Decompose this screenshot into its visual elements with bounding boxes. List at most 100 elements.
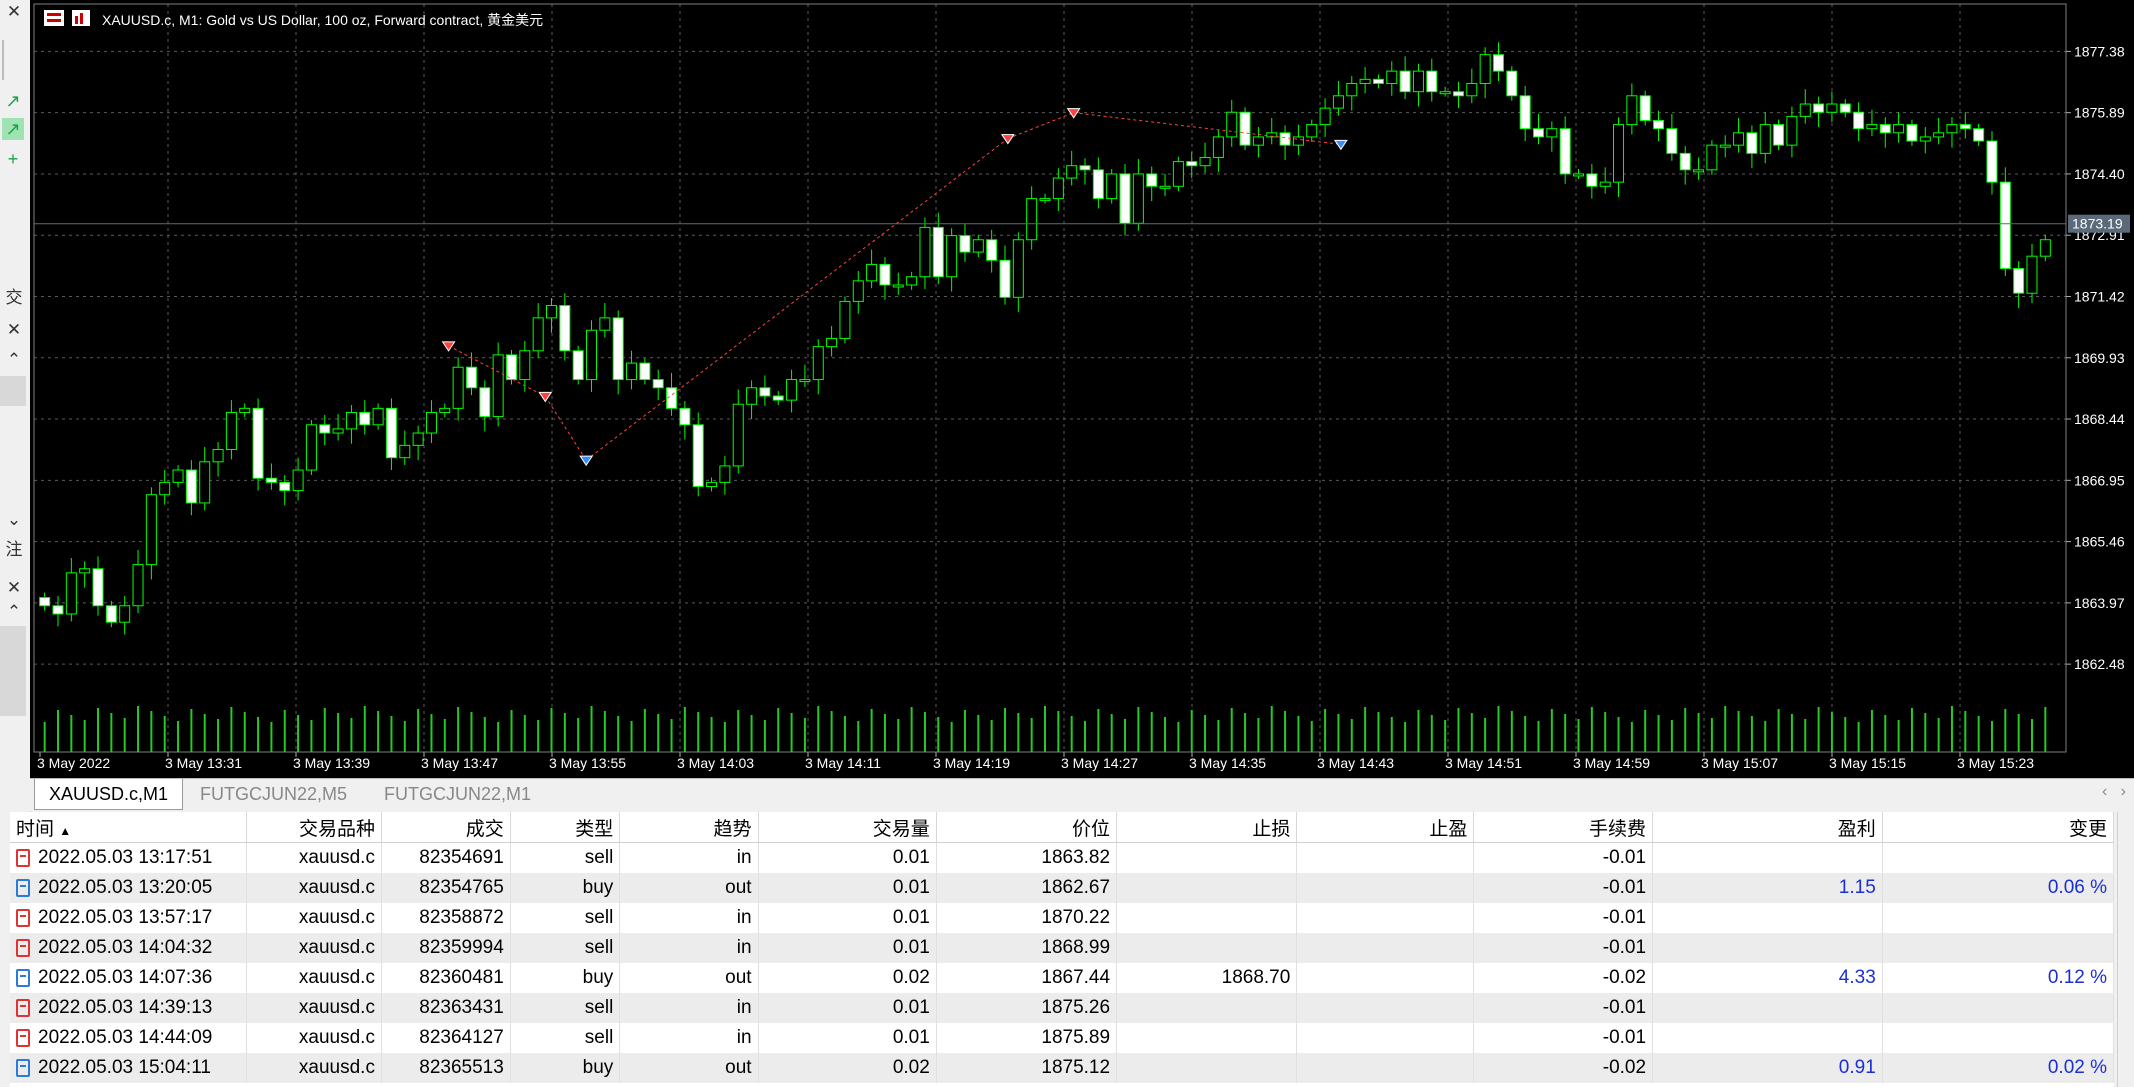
candle	[572, 350, 584, 381]
candle	[546, 305, 558, 319]
candle	[1853, 111, 1865, 130]
chevron-up-icon[interactable]: ⌃	[6, 350, 22, 369]
column-header-stop-loss[interactable]: 止损	[1116, 812, 1298, 843]
cell-stop-loss	[1116, 993, 1298, 1023]
cell-type: sell	[510, 933, 621, 963]
candle	[399, 444, 411, 459]
candle	[972, 239, 984, 253]
sell-deal-icon	[16, 1028, 30, 1047]
cell-direction: in	[619, 993, 759, 1023]
sell-deal-icon	[16, 938, 30, 957]
tab-scroll-arrows[interactable]: ‹ ›	[2102, 783, 2126, 800]
cell-time: 2022.05.03 14:04:32	[10, 933, 248, 963]
table-row[interactable]: 2022.05.03 14:07:36 xauusd.c 82360481 buy ou…	[10, 963, 2115, 993]
sell-deal-icon	[16, 848, 30, 867]
candle	[1466, 82, 1478, 97]
x-tick-label: 3 May 14:27	[1061, 755, 1138, 771]
candle	[305, 424, 317, 471]
candle	[1639, 95, 1651, 121]
resize-handle[interactable]	[2, 40, 28, 80]
side-tab-label-trade[interactable]: 交	[5, 288, 23, 307]
candle	[612, 317, 624, 381]
trade-link-line	[585, 138, 1009, 461]
candle	[706, 481, 718, 487]
column-header-direction[interactable]: 趋势	[619, 812, 759, 843]
candle	[1519, 95, 1531, 130]
cell-symbol: xauusd.c	[246, 903, 382, 933]
price-chart[interactable]: 1877.38 1875.89 1874.40 1872.91 1871.42 1869.…	[30, 0, 2134, 778]
candle	[2039, 239, 2051, 257]
buy-arrow-icon-selected[interactable]: ↗	[2, 118, 24, 140]
candle	[505, 354, 517, 381]
candle	[1532, 128, 1544, 138]
cell-profit	[1652, 993, 1883, 1023]
scroll-thumb[interactable]	[0, 626, 26, 716]
column-header-symbol[interactable]: 交易品种	[246, 812, 382, 843]
table-row[interactable]: 2022.05.03 13:57:17 xauusd.c 82358872 sell i…	[10, 903, 2115, 933]
table-row[interactable]: 2022.05.03 14:04:32 xauusd.c 82359994 sell i…	[10, 933, 2115, 963]
tab-futgcjun22-m1[interactable]: FUTGCJUN22,M1	[384, 784, 532, 804]
candle	[1066, 165, 1078, 179]
candle	[1586, 173, 1598, 187]
column-header-price[interactable]: 价位	[936, 812, 1118, 843]
cell-change: 0.06 %	[1882, 873, 2115, 903]
buy-arrow-icon[interactable]: ↗	[5, 91, 21, 111]
column-header-time[interactable]: 时间 ▲	[10, 812, 248, 843]
cell-type: buy	[510, 963, 621, 993]
candle	[199, 461, 211, 504]
volume-bars	[43, 706, 2047, 752]
column-header-profit[interactable]: 盈利	[1652, 812, 1883, 843]
table-header-row: 时间 ▲ 交易品种 成交 类型 趋势 交易量 价位 止损 止盈 手续费 盈利 变…	[10, 812, 2115, 843]
time-axis: 3 May 2022 3 May 13:31 3 May 13:39 3 May 13…	[37, 752, 2034, 771]
trading-icon-bar	[75, 16, 78, 24]
candle	[372, 407, 384, 426]
chevron-up-icon[interactable]: ⌃	[6, 602, 22, 621]
scroll-thumb[interactable]	[0, 376, 26, 406]
y-tick-label: 1865.46	[2074, 534, 2125, 550]
side-tab-label-notes[interactable]: 注	[5, 540, 23, 559]
y-tick-label: 1866.95	[2074, 472, 2125, 488]
tab-xauusd-m1[interactable]: XAUUSD.c,M1	[34, 779, 184, 810]
close-icon[interactable]: ✕	[6, 320, 22, 339]
candle	[1199, 156, 1211, 167]
cell-commission: -0.01	[1473, 933, 1654, 963]
candle	[1893, 124, 1905, 134]
candle	[1559, 128, 1571, 175]
cell-take-profit	[1296, 873, 1475, 903]
cell-text: 2022.05.03 14:44:09	[38, 1027, 213, 1048]
column-header-commission[interactable]: 手续费	[1473, 812, 1654, 843]
chart-canvas[interactable]: 1877.381875.891874.401872.911871.421869.…	[30, 0, 2134, 778]
chevron-down-icon[interactable]: ⌄	[6, 510, 22, 529]
table-row[interactable]: 2022.05.03 13:20:05 xauusd.c 82354765 buy ou…	[10, 873, 2115, 903]
candle	[1933, 132, 1945, 138]
candle	[786, 379, 798, 401]
crosshair-icon[interactable]: +	[7, 149, 19, 169]
close-icon[interactable]: ✕	[6, 2, 22, 21]
column-header-type[interactable]: 类型	[510, 812, 621, 843]
column-header-take-profit[interactable]: 止盈	[1296, 812, 1475, 843]
table-row[interactable]: 2022.05.03 14:44:09 xauusd.c 82364127 sell i…	[10, 1023, 2115, 1053]
candle	[1266, 132, 1278, 138]
candle	[866, 263, 878, 282]
candle	[52, 605, 64, 615]
candle	[1439, 91, 1451, 95]
current-price-label: 1873.19	[2072, 216, 2123, 232]
cell-symbol: xauusd.c	[246, 1053, 382, 1083]
candle	[1866, 124, 1878, 130]
trade-marker	[1000, 134, 1015, 145]
table-row[interactable]: 2022.05.03 15:04:11 xauusd.c 82365513 buy ou…	[10, 1053, 2115, 1083]
cell-price: 1862.67	[936, 873, 1118, 903]
table-scrollbar[interactable]	[2117, 812, 2134, 1087]
candle	[1039, 198, 1051, 202]
column-header-label: 时间	[16, 818, 55, 840]
close-icon[interactable]: ✕	[6, 578, 22, 597]
column-header-volume[interactable]: 交易量	[758, 812, 937, 843]
table-row[interactable]: 2022.05.03 13:17:51 xauusd.c 82354691 sell i…	[10, 842, 2115, 873]
candle	[79, 568, 91, 574]
cell-take-profit	[1296, 903, 1475, 933]
tab-futgcjun22-m5[interactable]: FUTGCJUN22,M5	[200, 784, 348, 804]
table-row[interactable]: 2022.05.03 14:39:13 xauusd.c 82363431 sell i…	[10, 993, 2115, 1023]
column-header-deal[interactable]: 成交	[381, 812, 511, 843]
candle	[439, 407, 451, 413]
column-header-change[interactable]: 变更	[1882, 812, 2115, 843]
